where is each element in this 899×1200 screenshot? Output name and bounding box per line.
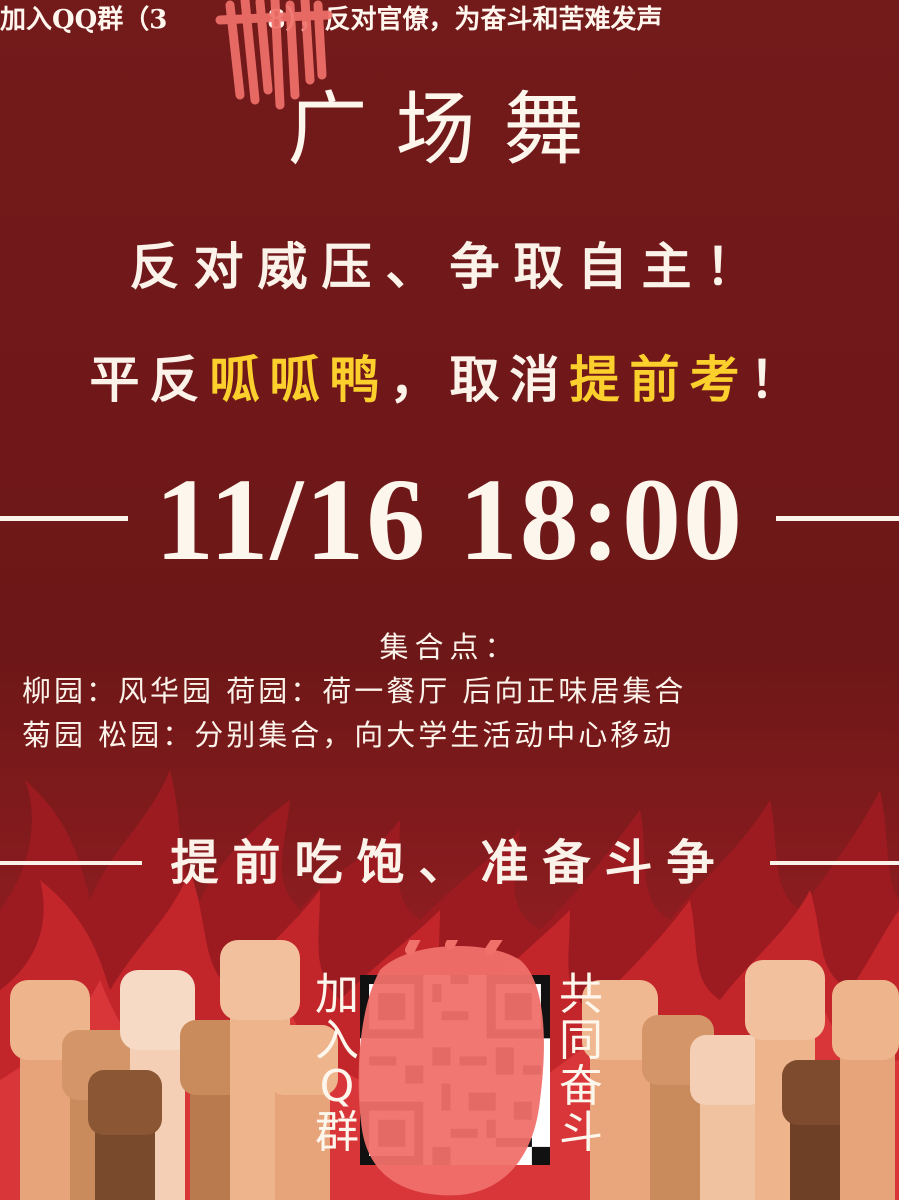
redaction-scribble [215, 0, 333, 110]
assembly-line-1: 柳园：风华园 荷园：荷一餐厅 后向正味居集合 [22, 674, 687, 708]
slogan2-part2: ，取消 [389, 351, 570, 409]
date-rule-right [776, 516, 899, 521]
date-rule-left [0, 516, 128, 521]
assembly-label: 集合点： [379, 630, 520, 664]
motto: 提前吃饱、准备斗争 [170, 835, 729, 891]
qq-group-banner: 加入QQ群（3 8），反对官僚，为奋斗和苦难发声 [0, 0, 899, 40]
motto-rule-right [770, 861, 899, 865]
slogan-line-2: 平反呱呱鸭，取消提前考！ [0, 345, 899, 415]
fight-together-label: 共同奋斗 [559, 969, 603, 1158]
qr-redaction-scribble [358, 940, 544, 1196]
motto-rule-left [0, 861, 142, 865]
slogan2-highlight-2: 提前考 [569, 351, 750, 409]
slogan2-highlight-1: 呱呱鸭 [209, 351, 390, 409]
poster-title: 广场舞 [287, 83, 612, 176]
slogan2-part3: ！ [749, 351, 810, 409]
raised-fists-graphic [10, 940, 899, 1200]
join-group-label: 加入Q群 [315, 969, 359, 1158]
banner-text-end: 8），反对官僚，为奋斗和苦难发声 [267, 5, 663, 35]
slogan-line-1: 反对威压、争取自主！ [129, 238, 770, 296]
assembly-points: 集合点： 柳园：风华园 荷园：荷一餐厅 后向正味居集合 菊园 松园：分别集合，向… [0, 625, 899, 757]
slogan2-part1: 平反 [89, 351, 210, 409]
assembly-line-2: 菊园 松园：分别集合，向大学生活动中心移动 [22, 718, 675, 752]
banner-text-start: 加入QQ群（3 [0, 5, 168, 35]
event-datetime: 11/16 18:00 [154, 454, 745, 585]
